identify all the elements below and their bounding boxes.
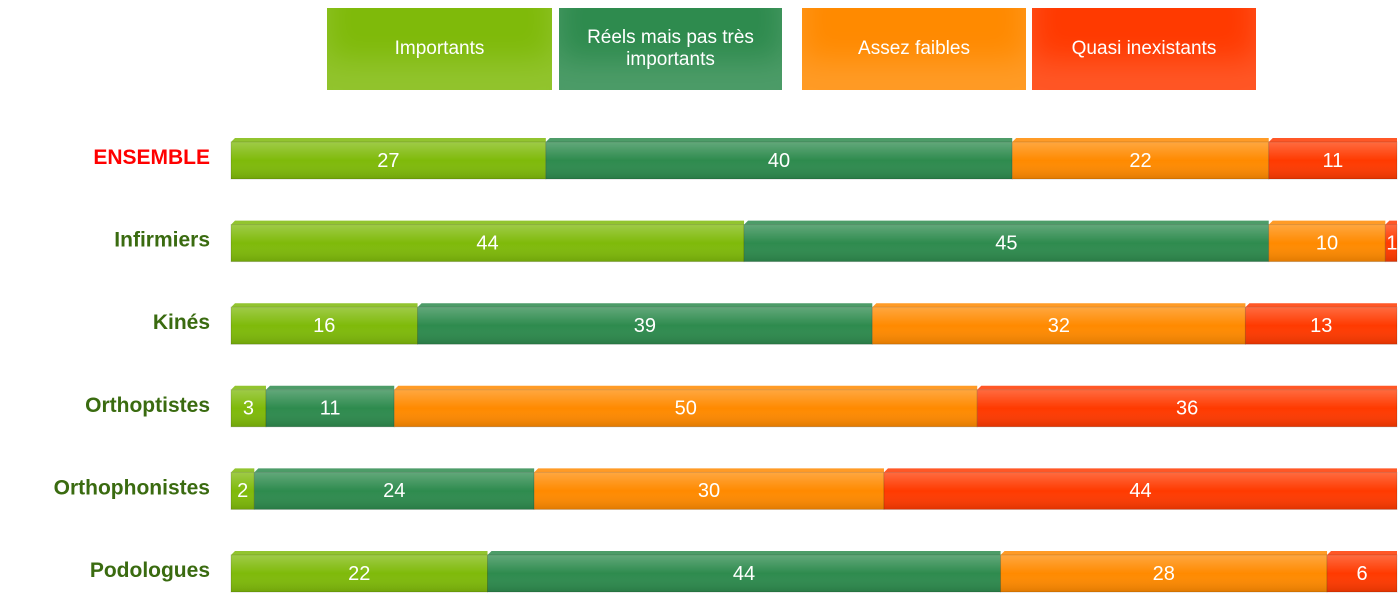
bar-shine <box>1268 142 1397 179</box>
bar-shine <box>231 389 266 427</box>
bar-top <box>977 385 1397 390</box>
value-label: 27 <box>377 150 399 172</box>
bar-top <box>872 303 1246 308</box>
value-label: 1 <box>1386 232 1397 254</box>
value-label: 6 <box>1356 563 1367 585</box>
bar-top <box>231 138 546 142</box>
value-label: 16 <box>313 315 335 337</box>
bar-shine <box>1268 224 1386 262</box>
value-label: 3 <box>243 398 254 420</box>
value-label: 24 <box>383 480 405 502</box>
bar-shine <box>394 389 978 427</box>
bar-shine <box>977 389 1397 427</box>
bar-top <box>254 468 535 473</box>
bar-top <box>883 468 1397 473</box>
bar-shine <box>487 555 1001 592</box>
legend-entry: Quasi inexistants <box>1032 8 1256 90</box>
bar-shine <box>744 224 1269 262</box>
bar-top <box>231 385 266 390</box>
legend-entry: Réels mais pas très importants <box>559 8 782 90</box>
category-label: Orthophonistes <box>54 476 210 499</box>
value-label: 30 <box>698 480 720 502</box>
bar-top <box>744 220 1269 225</box>
bar-top <box>1012 138 1269 142</box>
bar-top <box>1245 303 1397 308</box>
value-label: 10 <box>1316 232 1338 254</box>
bar-top <box>1268 138 1397 142</box>
bar-top <box>1385 220 1397 225</box>
bar-top <box>1268 220 1386 225</box>
bar-shine <box>883 472 1397 510</box>
bar-top <box>394 385 978 390</box>
category-label: Kinés <box>153 311 210 334</box>
category-label: ENSEMBLE <box>93 146 210 169</box>
bar-shine <box>1385 224 1397 262</box>
bar-top <box>265 385 395 390</box>
bar-top <box>231 303 418 308</box>
bar-shine <box>417 307 873 345</box>
bar-top <box>534 468 884 473</box>
value-label: 44 <box>1129 480 1151 502</box>
bar-top <box>231 220 745 225</box>
value-label: 36 <box>1176 398 1198 420</box>
bar-top <box>231 551 488 555</box>
bar-top <box>231 468 255 473</box>
value-label: 40 <box>768 150 790 172</box>
value-label: 28 <box>1153 563 1175 585</box>
category-label: Podologues <box>90 559 210 582</box>
bar-shine <box>231 142 546 179</box>
bar-shine <box>265 389 395 427</box>
value-label: 11 <box>1322 150 1343 172</box>
legend-entry: Importants <box>327 8 552 90</box>
bar-top <box>1000 551 1328 555</box>
bar-top <box>417 303 873 308</box>
value-label: 44 <box>733 563 755 585</box>
value-label: 44 <box>476 232 498 254</box>
bar-shine <box>231 224 745 262</box>
value-label: 11 <box>320 398 341 420</box>
bar-top <box>1327 551 1397 555</box>
bar-shine <box>1327 555 1397 592</box>
category-label: Orthoptistes <box>85 394 210 417</box>
bar-shine <box>545 142 1013 179</box>
bar-shine <box>534 472 884 510</box>
bar-top <box>545 138 1013 142</box>
bar-shine <box>254 472 535 510</box>
value-label: 50 <box>675 398 697 420</box>
value-label: 2 <box>237 480 248 502</box>
bar-top <box>487 551 1001 555</box>
category-label: Infirmiers <box>114 229 210 252</box>
value-label: 22 <box>348 563 370 585</box>
bar-shine <box>1000 555 1328 592</box>
value-label: 22 <box>1129 150 1151 172</box>
bar-shine <box>872 307 1246 345</box>
value-label: 39 <box>634 315 656 337</box>
bar-shine <box>231 472 255 510</box>
bar-shine <box>1245 307 1397 345</box>
legend-entry: Assez faibles <box>802 8 1026 90</box>
bar-shine <box>231 555 488 592</box>
value-label: 32 <box>1048 315 1070 337</box>
value-label: 45 <box>995 232 1017 254</box>
value-label: 13 <box>1310 315 1332 337</box>
bar-shine <box>231 307 418 345</box>
bar-shine <box>1012 142 1269 179</box>
